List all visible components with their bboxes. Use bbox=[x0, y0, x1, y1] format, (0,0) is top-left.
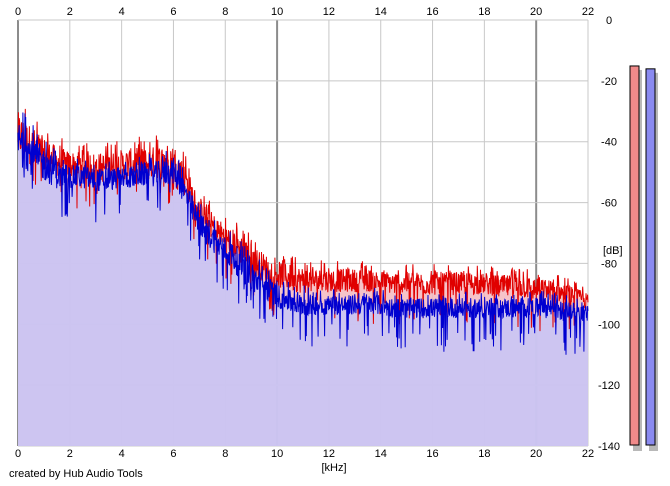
x-tick-label-bottom: 2 bbox=[67, 448, 73, 460]
x-tick-labels-top: 0 2 4 6 8 10 12 14 16 18 20 22 bbox=[15, 6, 594, 18]
x-tick-label-top: 10 bbox=[271, 6, 283, 18]
y-tick-label: -80 bbox=[601, 258, 617, 270]
x-tick-label-bottom: 0 bbox=[15, 448, 21, 460]
x-tick-label-top: 16 bbox=[426, 6, 438, 18]
y-tick-label: -40 bbox=[601, 137, 617, 149]
x-tick-label-top: 2 bbox=[67, 6, 73, 18]
credit-text: created by Hub Audio Tools bbox=[9, 468, 143, 480]
x-tick-label-bottom: 12 bbox=[323, 448, 335, 460]
spectrum-lines bbox=[17, 108, 589, 355]
level-meters bbox=[629, 65, 658, 451]
y-tick-label: 0 bbox=[606, 15, 612, 27]
left-channel-trace bbox=[17, 108, 589, 332]
x-tick-label-top: 20 bbox=[530, 6, 542, 18]
y-tick-label: -20 bbox=[601, 76, 617, 88]
x-tick-label-bottom: 22 bbox=[582, 448, 594, 460]
x-tick-label-bottom: 16 bbox=[426, 448, 438, 460]
x-tick-label-top: 6 bbox=[170, 6, 176, 18]
y-tick-labels: 0 -20 -40 -60 -80 -100 -120 -140 bbox=[598, 15, 620, 453]
x-tick-label-bottom: 8 bbox=[222, 448, 228, 460]
x-tick-label-bottom: 6 bbox=[170, 448, 176, 460]
x-tick-label-top: 4 bbox=[119, 6, 125, 18]
x-tick-label-top: 8 bbox=[222, 6, 228, 18]
x-tick-label-top: 18 bbox=[478, 6, 490, 18]
x-tick-label-bottom: 4 bbox=[119, 448, 125, 460]
x-tick-label-top: 22 bbox=[582, 6, 594, 18]
x-tick-label-top: 0 bbox=[15, 6, 21, 18]
left-level-meter bbox=[629, 65, 640, 446]
y-tick-label: -100 bbox=[598, 319, 620, 331]
y-tick-label: -120 bbox=[598, 380, 620, 392]
x-tick-label-bottom: 14 bbox=[375, 448, 387, 460]
x-tick-label-bottom: 20 bbox=[530, 448, 542, 460]
x-axis-label: [kHz] bbox=[321, 462, 346, 474]
right-level-meter bbox=[645, 68, 656, 446]
x-tick-labels-bottom: 0 2 4 6 8 10 12 14 16 18 20 22 bbox=[15, 448, 594, 460]
x-tick-label-bottom: 18 bbox=[478, 448, 490, 460]
x-tick-label-top: 14 bbox=[375, 6, 387, 18]
y-axis-label: [dB] bbox=[603, 245, 623, 257]
y-tick-label: -140 bbox=[598, 441, 620, 453]
x-tick-label-top: 12 bbox=[323, 6, 335, 18]
right-channel-trace bbox=[17, 112, 589, 355]
y-tick-label: -60 bbox=[601, 198, 617, 210]
x-tick-label-bottom: 10 bbox=[271, 448, 283, 460]
